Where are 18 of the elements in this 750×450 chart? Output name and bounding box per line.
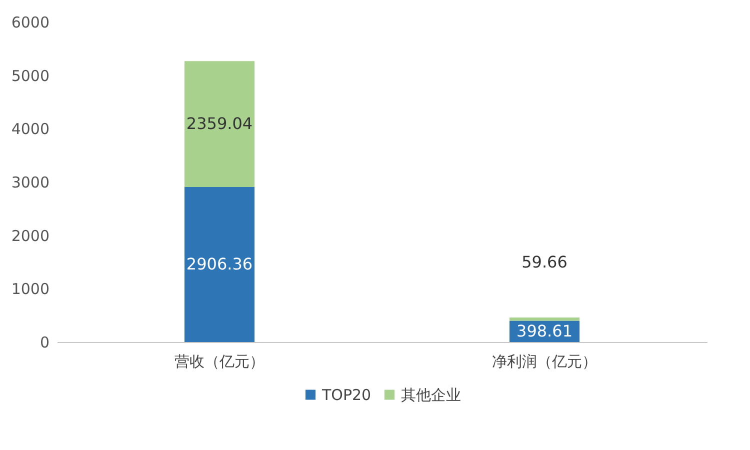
y-tick-label: 6000 bbox=[11, 14, 50, 32]
data-label: 59.66 bbox=[522, 252, 568, 272]
x-tick-label: 净利润（亿元） bbox=[492, 352, 597, 370]
x-tick-label: 营收（亿元） bbox=[174, 352, 264, 370]
data-label: 2359.04 bbox=[186, 114, 253, 134]
bar bbox=[184, 186, 254, 342]
y-tick-label: 5000 bbox=[11, 66, 50, 85]
y-tick-label: 3000 bbox=[11, 174, 50, 192]
data-label: 398.61 bbox=[516, 321, 572, 340]
legend-label: 其他企业 bbox=[401, 386, 461, 404]
y-tick-label: 1000 bbox=[11, 280, 50, 298]
data-label: 2906.36 bbox=[186, 254, 253, 274]
bar bbox=[510, 318, 580, 321]
y-tick-label: 0 bbox=[40, 334, 50, 352]
y-tick-label: 2000 bbox=[11, 226, 50, 245]
bar bbox=[184, 61, 254, 187]
legend-label: TOP20 bbox=[321, 386, 372, 404]
y-tick-label: 4000 bbox=[11, 120, 50, 138]
